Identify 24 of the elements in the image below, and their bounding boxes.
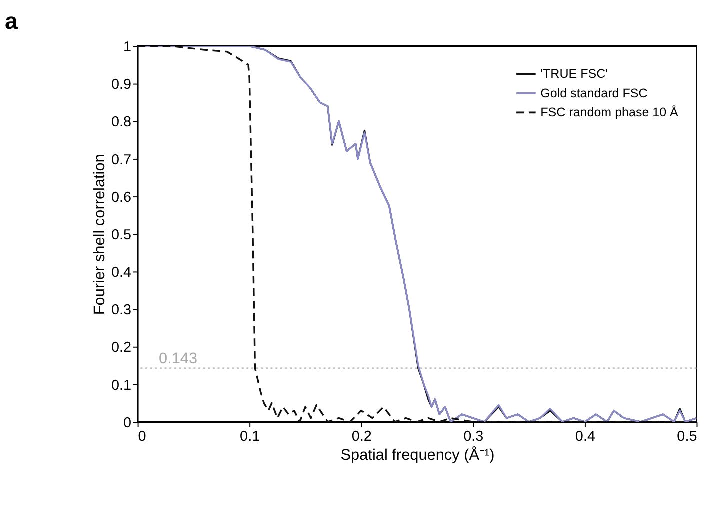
y-tick-label: 0.2 [111, 340, 132, 356]
x-tick-label: 0.4 [575, 428, 596, 445]
x-tick-label: 0 [138, 428, 146, 445]
y-tick-label: 0 [124, 415, 132, 432]
y-axis-title: Fourier shell correlation [92, 154, 109, 316]
legend-label: 'TRUE FSC' [540, 67, 608, 82]
x-tick-label: 0.1 [240, 428, 260, 445]
y-tick-label: 0.6 [111, 190, 132, 206]
legend-label: FSC random phase 10 Å [540, 106, 680, 120]
y-tick-label: 0.9 [111, 77, 132, 94]
x-tick-label: 0.2 [352, 428, 372, 445]
y-tick-label: 0.7 [111, 152, 132, 168]
x-axis-title: Spatial frequency (Å⁻¹) [340, 446, 495, 464]
y-tick-label: 0.5 [111, 227, 132, 244]
y-tick-label: 0.8 [111, 114, 132, 131]
x-tick-label: 0.3 [464, 428, 484, 445]
ref-line-label: 0.143 [159, 350, 198, 368]
x-tick-label: 0.5 [677, 428, 698, 445]
y-tick-label: 0.3 [111, 302, 132, 319]
chart-title: a [4, 8, 18, 34]
legend-label: Gold standard FSC [540, 86, 648, 100]
y-tick-label: 0.1 [111, 378, 132, 394]
y-tick-label: 0.4 [111, 265, 132, 282]
y-tick-label: 1 [124, 40, 132, 56]
